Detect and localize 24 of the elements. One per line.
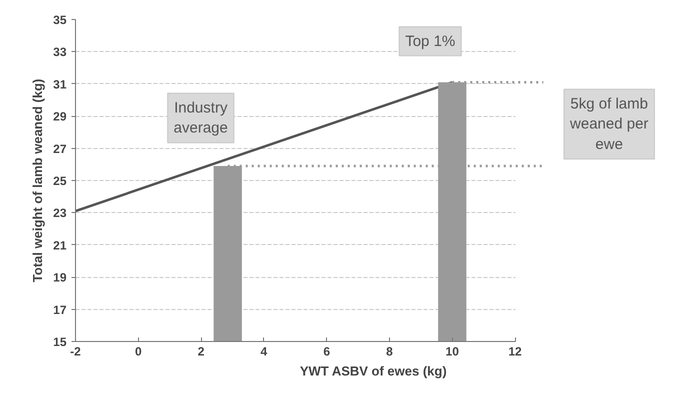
y-tick-label: 15 bbox=[53, 335, 67, 349]
y-tick-label: 35 bbox=[53, 13, 67, 27]
x-tick-label: 0 bbox=[134, 344, 142, 358]
y-tick-label: 33 bbox=[53, 45, 67, 60]
x-tick-label: 12 bbox=[508, 344, 522, 358]
text: 5kg of lamb weaned per ewe bbox=[569, 95, 648, 154]
annotation: Industry average bbox=[174, 99, 228, 137]
y-tick-label: 27 bbox=[53, 142, 67, 156]
x-tick-label: -2 bbox=[70, 344, 82, 358]
y-tick-label: 21 bbox=[53, 238, 67, 252]
annotation: Top 1% bbox=[405, 32, 456, 50]
y-tick-label: 25 bbox=[53, 174, 67, 188]
y-tick-label: 19 bbox=[53, 270, 67, 285]
y-tick-label: 23 bbox=[53, 206, 67, 220]
x-tick-label: 6 bbox=[323, 344, 330, 358]
x-tick-label: 8 bbox=[386, 344, 394, 358]
y-tick-label: 17 bbox=[53, 302, 67, 317]
x-axis-title: YWT ASBV of ewes (kg) bbox=[300, 364, 447, 378]
y-tick-label: 31 bbox=[53, 77, 67, 92]
x-tick-label: 4 bbox=[260, 344, 268, 358]
y-tick-label: 29 bbox=[53, 110, 67, 124]
y-axis-title: Total weight of lamb weaned (kg) bbox=[30, 78, 46, 282]
x-tick-label: 10 bbox=[446, 344, 460, 358]
x-tick-label: 2 bbox=[198, 344, 205, 358]
